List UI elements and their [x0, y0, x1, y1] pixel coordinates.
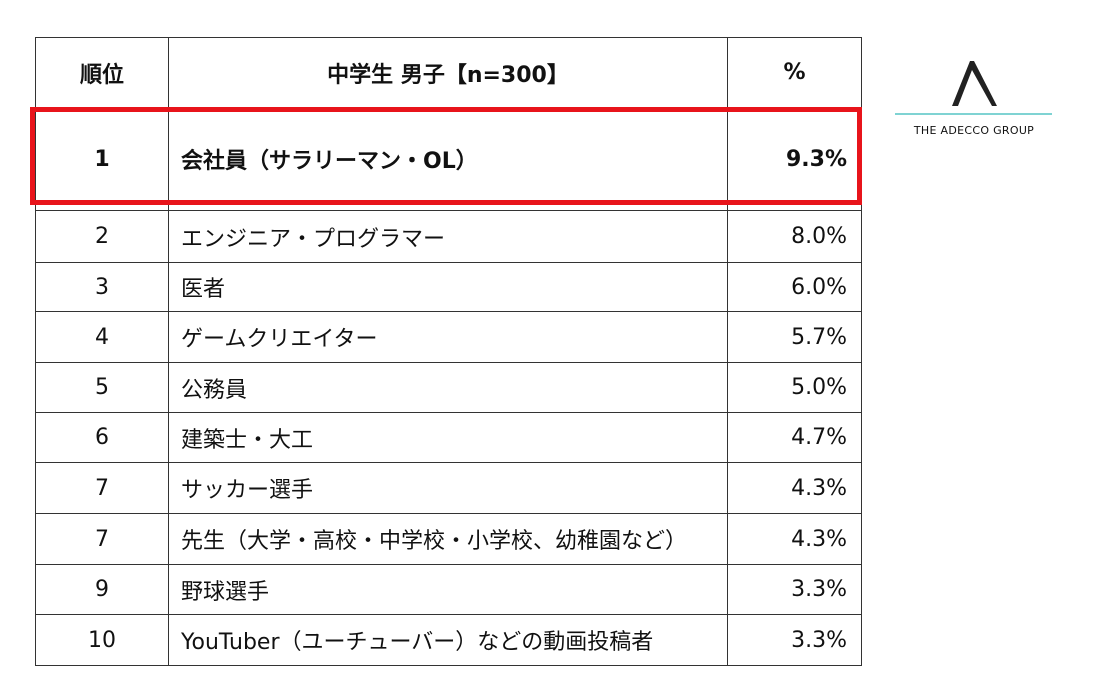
table-cell: 8.0% — [727, 210, 862, 263]
table-cell: 10 — [35, 614, 169, 666]
table-cell: 7 — [35, 462, 169, 514]
table-cell: 6 — [35, 412, 169, 463]
table-cell: サッカー選手 — [168, 462, 728, 514]
logo-a — [952, 61, 997, 106]
logo-mark — [895, 61, 1052, 115]
table-cell: エンジニア・プログラマー — [168, 210, 728, 263]
table-cell: 4.3% — [727, 513, 862, 565]
table-cell: 3.3% — [727, 614, 862, 666]
table-cell: YouTuber（ユーチューバー）などの動画投稿者 — [168, 614, 728, 666]
table-cell: 5.0% — [727, 362, 862, 413]
table-cell: 先生（大学・高校・中学校・小学校、幼稚園など） — [168, 513, 728, 565]
logo-text: THE ADECCO GROUP — [913, 124, 1035, 137]
table-cell: 公務員 — [168, 362, 728, 413]
table-cell: 3 — [35, 262, 169, 312]
table-cell: ゲームクリエイター — [168, 311, 728, 363]
table-cell: 9 — [35, 564, 169, 615]
table-cell: 7 — [35, 513, 169, 565]
table-cell: 5 — [35, 362, 169, 413]
table-cell: 2 — [35, 210, 169, 263]
table-cell: 順位 — [35, 37, 169, 108]
table-cell: 中学生 男子【n=300】 — [168, 37, 728, 108]
table-cell: % — [727, 37, 862, 108]
table-cell: 野球選手 — [168, 564, 728, 615]
highlight-box — [30, 107, 862, 205]
table-cell: 3.3% — [727, 564, 862, 615]
table-cell: 4.7% — [727, 412, 862, 463]
table-cell: 5.7% — [727, 311, 862, 363]
table-cell: 4 — [35, 311, 169, 363]
table-cell: 4.3% — [727, 462, 862, 514]
table-cell: 医者 — [168, 262, 728, 312]
table-cell: 6.0% — [727, 262, 862, 312]
table-cell: 建築士・大工 — [168, 412, 728, 463]
